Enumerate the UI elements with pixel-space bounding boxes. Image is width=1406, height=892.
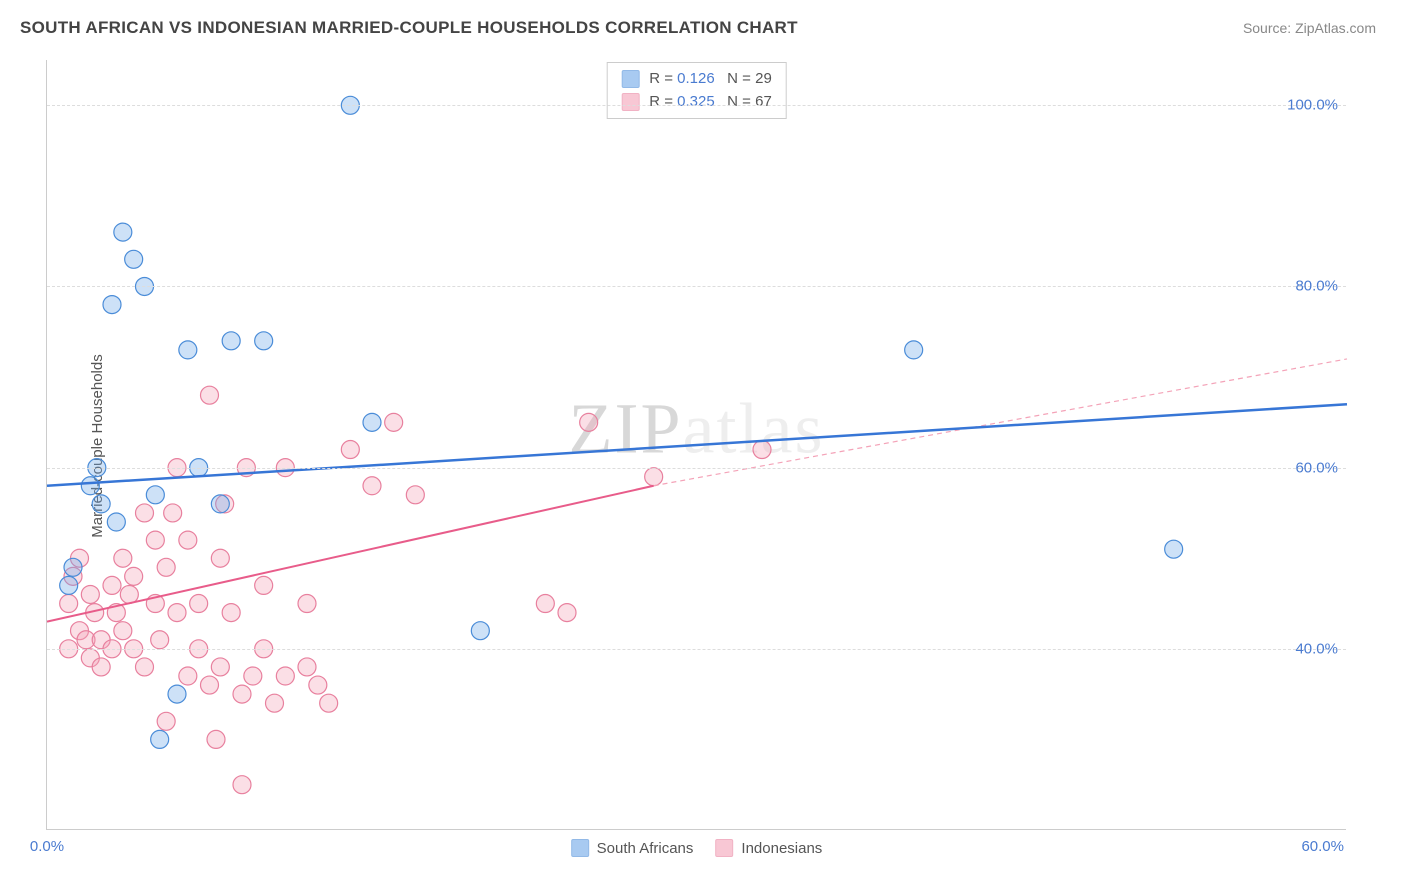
legend-series-label: Indonesians [741,840,822,857]
gridline [47,649,1346,650]
legend-stats: R = 0.325 N = 67 [649,91,772,114]
legend-swatch [621,93,639,111]
y-tick-label: 100.0% [1287,97,1338,114]
legend-series-item: Indonesians [715,839,822,857]
y-tick-label: 40.0% [1295,640,1338,657]
gridline [47,468,1346,469]
legend-series-label: South Africans [597,840,694,857]
scatter-svg [47,60,1346,829]
legend-correlation: R = 0.126 N = 29R = 0.325 N = 67 [606,62,787,119]
legend-swatch [571,839,589,857]
legend-series: South Africans Indonesians [571,839,823,857]
source-attribution: Source: ZipAtlas.com [1243,20,1376,36]
chart-title: SOUTH AFRICAN VS INDONESIAN MARRIED-COUP… [20,18,798,38]
y-tick-label: 60.0% [1295,459,1338,476]
legend-stats: R = 0.126 N = 29 [649,68,772,91]
legend-row: R = 0.126 N = 29 [621,68,772,91]
gridline [47,286,1346,287]
legend-row: R = 0.325 N = 67 [621,91,772,114]
legend-series-item: South Africans [571,839,694,857]
gridline [47,105,1346,106]
x-tick-label: 0.0% [30,838,64,855]
chart-plot-area: ZIPatlas R = 0.126 N = 29R = 0.325 N = 6… [46,60,1346,830]
x-tick-label: 60.0% [1301,838,1344,855]
y-tick-label: 80.0% [1295,278,1338,295]
legend-swatch [621,70,639,88]
legend-swatch [715,839,733,857]
